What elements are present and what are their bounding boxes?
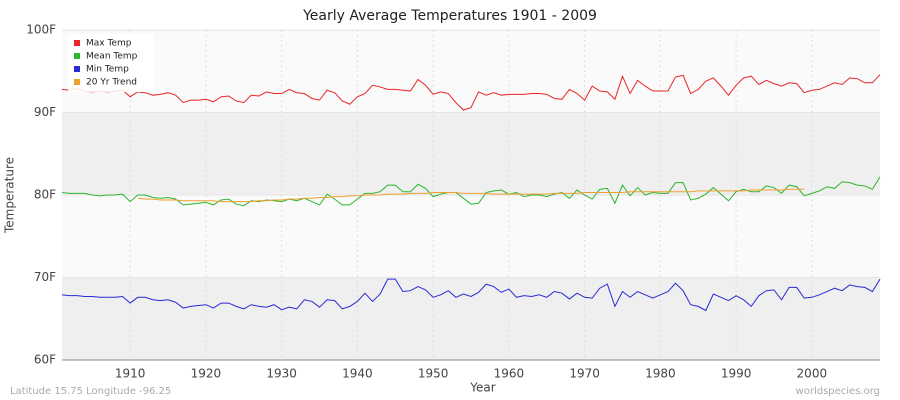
legend-label: Max Temp	[86, 39, 132, 49]
series-line	[61, 278, 881, 312]
legend-swatch	[74, 53, 80, 59]
x-tick-label: 1980	[645, 367, 676, 381]
legend-swatch	[74, 40, 80, 46]
x-tick-label: 1930	[266, 367, 297, 381]
x-tick-label: 1990	[721, 367, 752, 381]
legend-box	[68, 34, 154, 92]
x-axis-label: Year	[469, 381, 495, 395]
chart-title: Yearly Average Temperatures 1901 - 2009	[302, 8, 597, 24]
x-tick-label: 1940	[342, 367, 373, 381]
legend-label: 20 Yr Trend	[86, 78, 137, 88]
footer-right: worldspecies.org	[796, 386, 880, 397]
legend-swatch	[74, 79, 80, 85]
grid-band	[62, 277, 880, 360]
footer-left: Latitude 15.75 Longitude -96.25	[10, 386, 171, 397]
x-tick-label: 1910	[115, 367, 146, 381]
y-tick-label: 70F	[34, 270, 56, 284]
legend-label: Mean Temp	[86, 52, 138, 62]
legend-swatch	[74, 66, 80, 72]
series-line	[61, 74, 881, 111]
x-tick-label: 1960	[494, 367, 525, 381]
y-tick-label: 60F	[34, 353, 56, 367]
y-axis-label: Temperature	[3, 157, 17, 234]
x-tick-label: 1950	[418, 367, 449, 381]
grid-band	[62, 112, 880, 195]
x-tick-label: 1920	[191, 367, 222, 381]
series-line	[137, 188, 805, 203]
y-tick-label: 90F	[34, 105, 56, 119]
series-line	[61, 176, 881, 207]
x-tick-label: 2000	[797, 367, 828, 381]
y-tick-label: 80F	[34, 188, 56, 202]
legend-label: Min Temp	[86, 65, 129, 75]
x-tick-label: 1970	[569, 367, 600, 381]
y-tick-label: 100F	[26, 23, 56, 37]
